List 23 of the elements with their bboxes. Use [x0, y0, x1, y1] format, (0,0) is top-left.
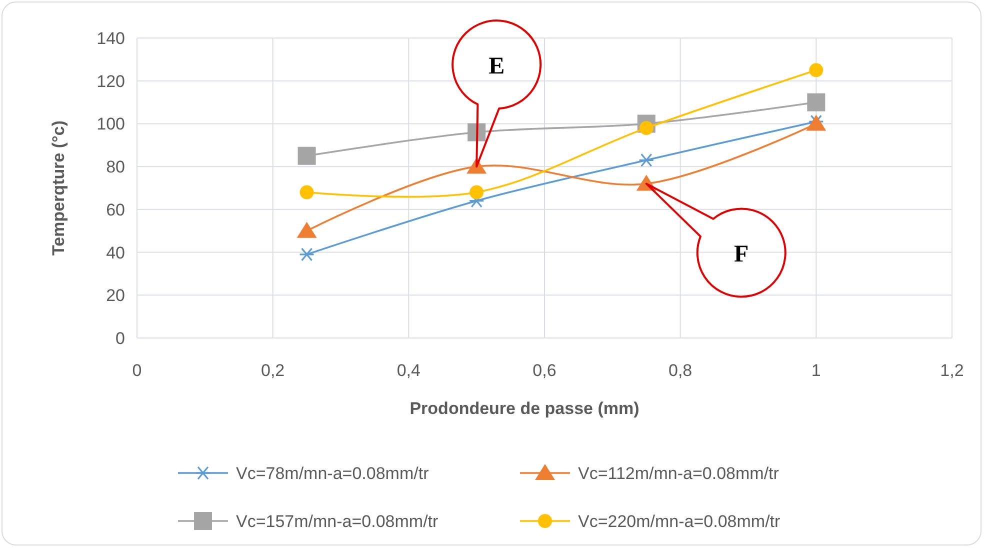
annotation: E: [488, 54, 505, 80]
y-tick-label: 0: [116, 329, 125, 348]
x-axis-title: Prodondeure de passe (mm): [410, 399, 640, 418]
legend-label: Vc=157m/mn-a=0.08mm/tr: [236, 512, 439, 531]
annotation: F: [734, 242, 749, 268]
legend-label: Vc=78m/mn-a=0.08mm/tr: [236, 464, 430, 483]
y-tick-label: 140: [96, 29, 125, 48]
y-tick-label: 40: [106, 243, 125, 262]
x-tick-label: 0,2: [261, 361, 285, 380]
legend-label: Vc=112m/mn-a=0.08mm/tr: [578, 464, 780, 483]
y-tick-label: 20: [106, 286, 125, 306]
x-tick-label: 0: [132, 361, 142, 380]
x-tick-label: 1,2: [940, 361, 964, 380]
x-tick-label: 0,8: [668, 361, 692, 380]
x-tick-label: 0,6: [532, 361, 556, 380]
y-tick-label: 80: [106, 158, 125, 177]
y-tick-label: 100: [96, 114, 125, 134]
x-tick-label: 1: [811, 361, 821, 380]
y-tick-label: 120: [96, 72, 125, 91]
y-axis-title: Temperqture (°c): [49, 120, 68, 256]
legend-label: Vc=220m/mn-a=0.08mm/tr: [578, 512, 781, 531]
y-tick-label: 60: [106, 200, 125, 220]
x-tick-label: 0,4: [396, 361, 420, 380]
